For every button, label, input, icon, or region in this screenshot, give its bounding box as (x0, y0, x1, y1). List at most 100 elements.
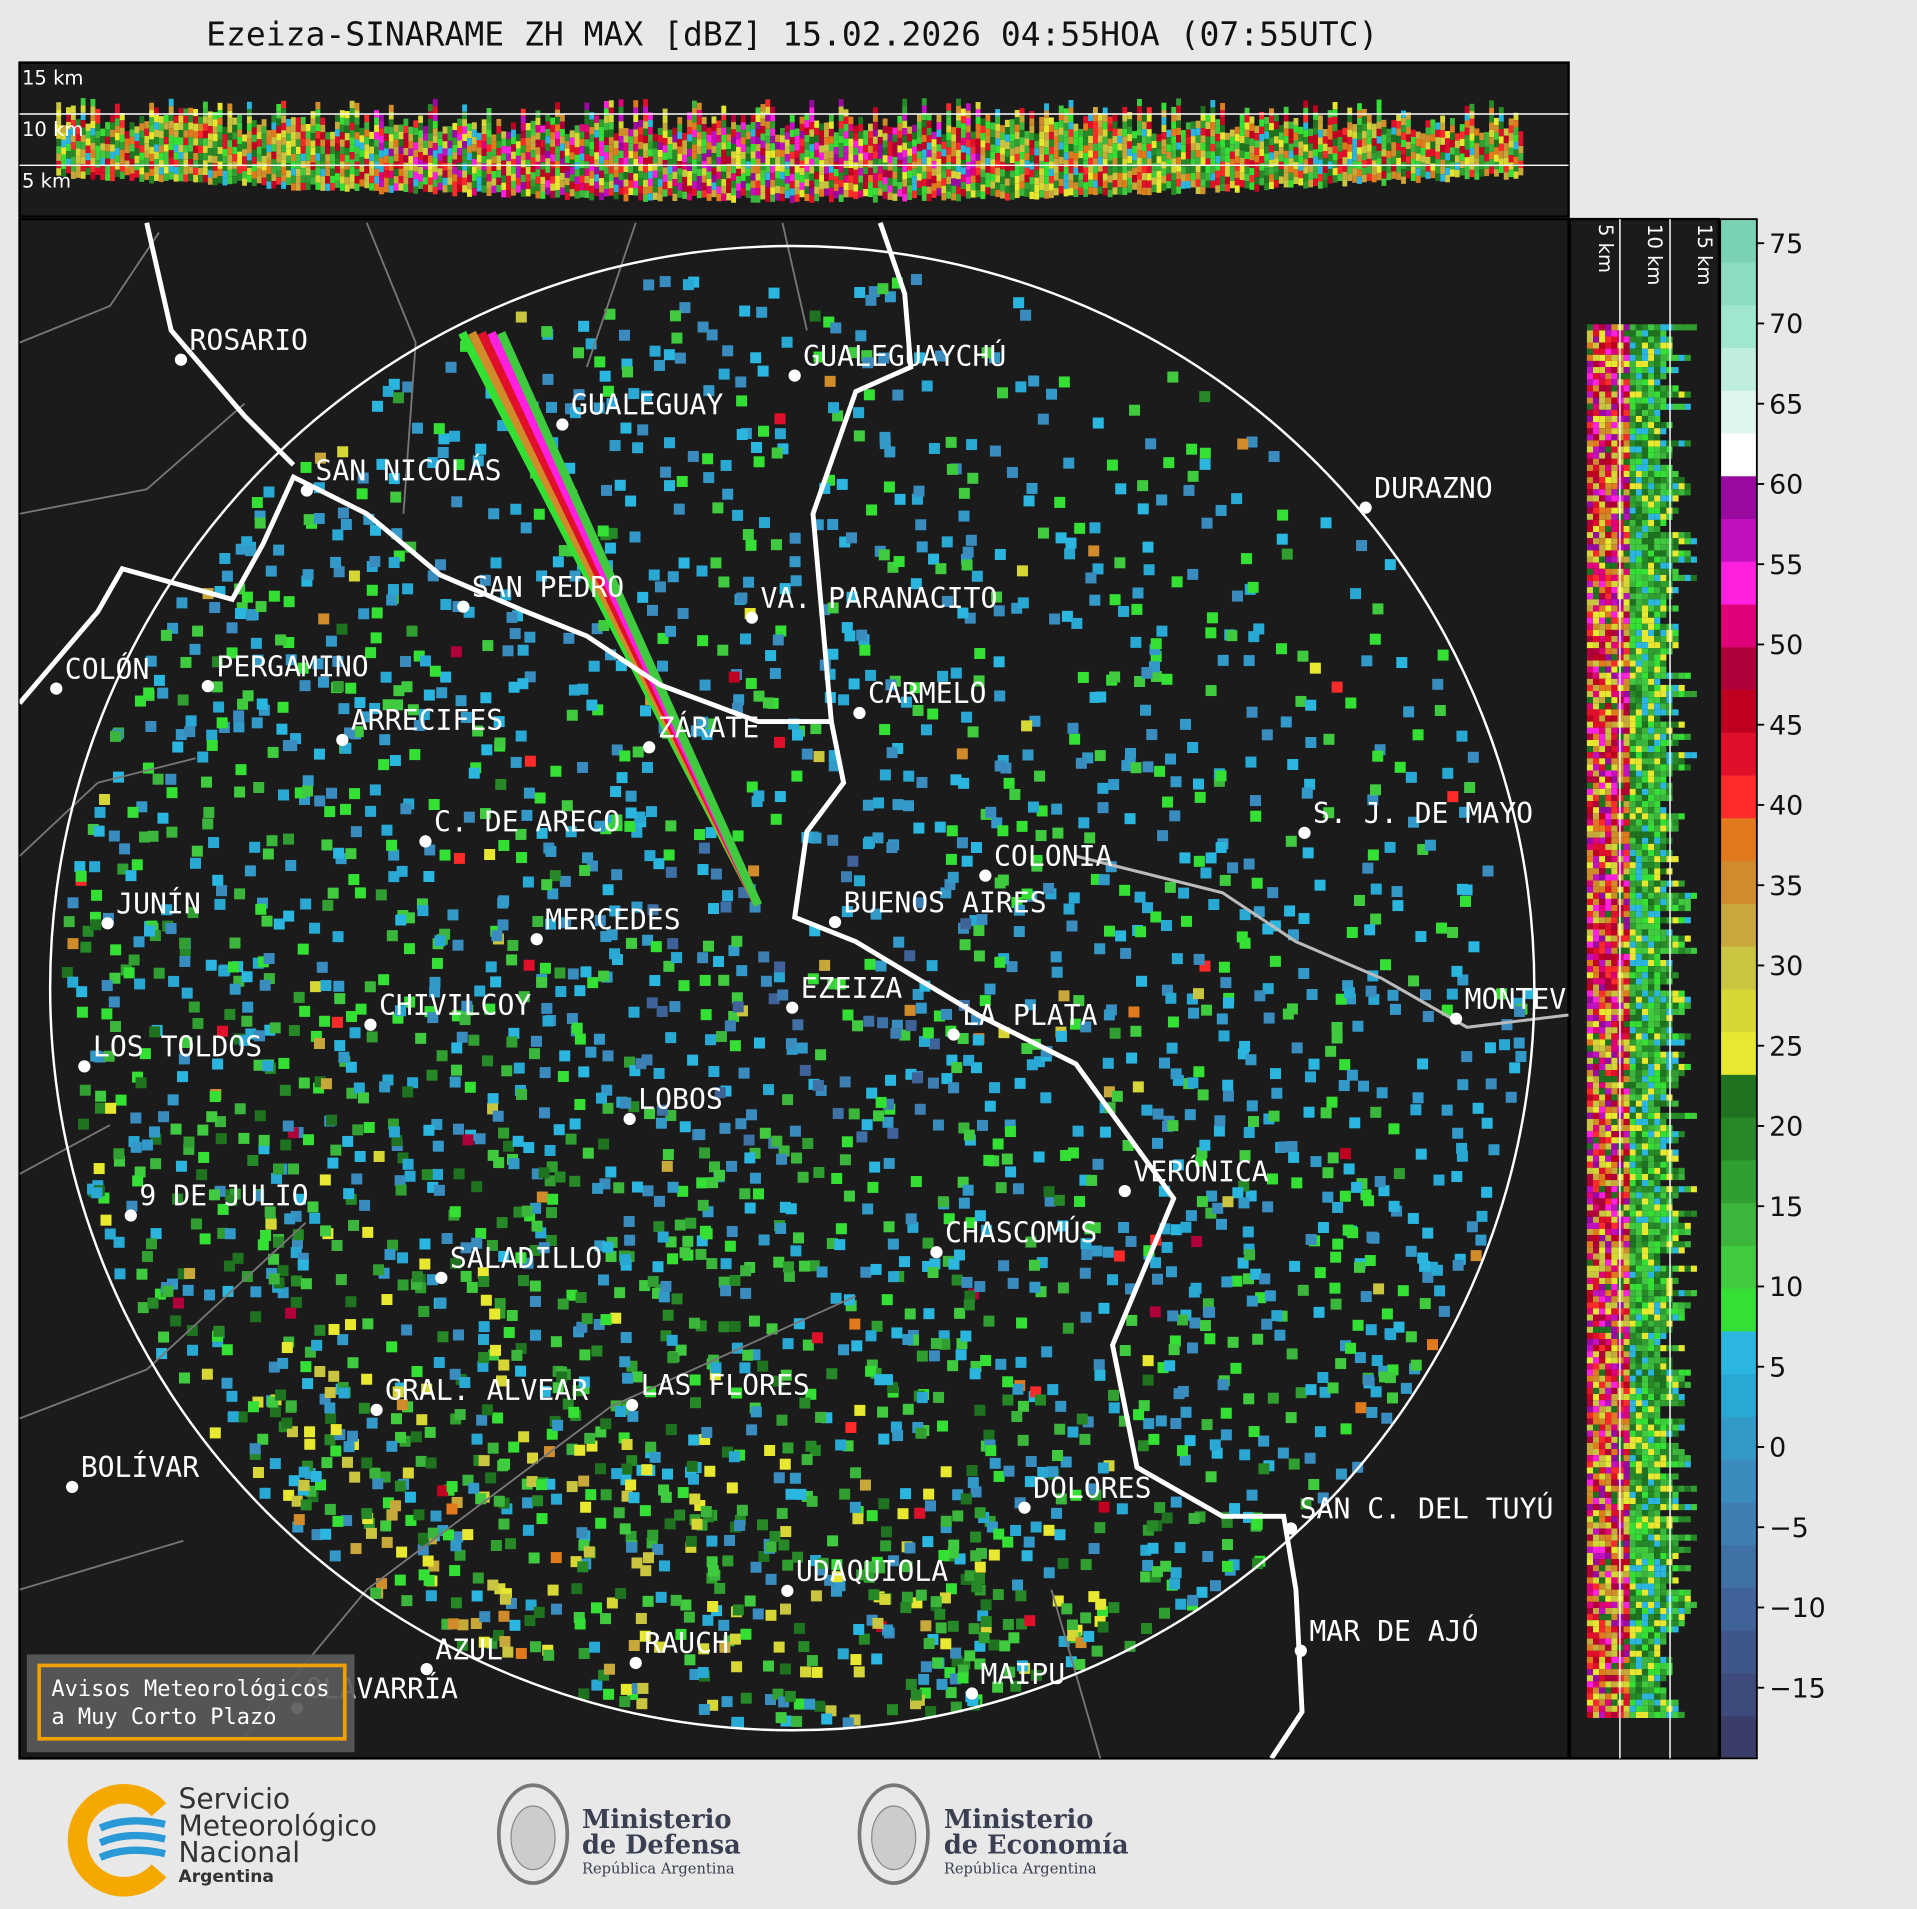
echo (574, 154, 580, 163)
echo (1016, 1660, 1028, 1672)
echo (442, 126, 448, 134)
echo (618, 150, 624, 158)
echo (868, 189, 873, 197)
echo (1044, 154, 1049, 163)
echo (1176, 135, 1182, 143)
echo (1220, 102, 1226, 111)
echo (1221, 1539, 1233, 1551)
echo (970, 175, 976, 183)
echo (862, 1203, 874, 1215)
echo (266, 174, 272, 182)
echo (462, 119, 468, 127)
echo (157, 687, 169, 699)
echo (1189, 1317, 1201, 1329)
echo (499, 1636, 511, 1648)
echo (1220, 117, 1226, 125)
echo (687, 185, 692, 194)
echo (605, 1166, 617, 1178)
echo (1454, 147, 1460, 156)
echo (349, 788, 361, 800)
echo (1420, 169, 1426, 178)
echo (486, 144, 492, 153)
echo (398, 168, 404, 176)
echo (193, 160, 199, 168)
echo (579, 124, 585, 132)
echo (677, 146, 683, 154)
echo (1459, 131, 1465, 139)
echo (1347, 151, 1353, 159)
echo (1388, 1200, 1400, 1212)
echo (364, 166, 370, 174)
echo (94, 1102, 106, 1114)
echo (1322, 180, 1328, 188)
echo (183, 130, 189, 138)
echo (643, 165, 648, 173)
echo (310, 155, 316, 163)
echo (154, 122, 159, 130)
echo (515, 163, 521, 171)
echo (773, 971, 785, 983)
echo (711, 160, 717, 168)
echo (1339, 1059, 1351, 1071)
echo (271, 115, 277, 123)
echo (765, 150, 771, 159)
echo (1234, 163, 1240, 171)
echo (452, 159, 458, 167)
echo (511, 144, 516, 152)
echo (791, 770, 803, 782)
echo (814, 193, 820, 202)
echo (398, 146, 404, 154)
echo (842, 1717, 854, 1729)
echo (403, 155, 409, 163)
echo (1342, 164, 1348, 172)
echo (217, 168, 223, 177)
echo (1143, 1418, 1155, 1430)
echo (897, 137, 903, 146)
echo (769, 1530, 781, 1542)
echo (253, 1059, 265, 1071)
echo (1126, 1314, 1138, 1326)
echo (926, 120, 932, 128)
echo (227, 118, 233, 126)
echo (941, 178, 947, 186)
echo (599, 134, 604, 142)
echo (321, 1457, 333, 1469)
echo (167, 1094, 179, 1106)
echo (935, 563, 947, 575)
echo (1327, 154, 1333, 162)
echo (354, 146, 360, 155)
echo (1078, 128, 1084, 137)
echo (1259, 141, 1265, 149)
echo (352, 1124, 364, 1136)
echo (716, 171, 722, 180)
echo (1376, 114, 1382, 122)
echo (1095, 1598, 1107, 1610)
echo (452, 188, 458, 197)
echo (1127, 163, 1133, 171)
echo (432, 113, 438, 121)
echo (520, 522, 532, 534)
echo (1004, 141, 1010, 150)
echo (628, 1639, 640, 1652)
echo (1308, 165, 1314, 173)
echo (320, 1528, 332, 1540)
echo (1422, 1010, 1434, 1022)
echo (1283, 180, 1289, 188)
echo (667, 173, 673, 181)
echo (653, 1221, 665, 1233)
echo (657, 186, 663, 194)
echo (1067, 1147, 1079, 1159)
echo (1342, 135, 1348, 143)
echo (1317, 122, 1323, 130)
echo (907, 185, 913, 193)
echo (1430, 134, 1436, 142)
echo (696, 154, 702, 162)
echo (1489, 129, 1494, 138)
echo (337, 507, 349, 519)
echo (105, 166, 111, 174)
echo (941, 595, 953, 607)
echo (1249, 182, 1255, 190)
echo (1097, 179, 1103, 187)
echo (1255, 1292, 1267, 1304)
echo (599, 178, 604, 186)
